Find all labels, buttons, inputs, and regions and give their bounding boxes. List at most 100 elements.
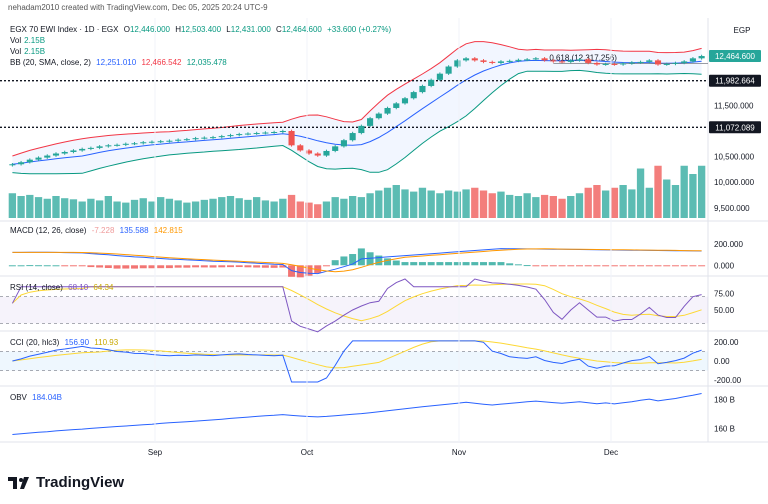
rsi-ma: 64.34 <box>93 283 114 292</box>
macd-hist-bar <box>61 265 69 267</box>
tradingview-logo[interactable]: TradingView <box>8 474 124 491</box>
candle-body <box>148 141 156 143</box>
candle-body <box>558 61 566 63</box>
macd-hist-bar <box>157 265 165 269</box>
cci-band <box>0 351 708 371</box>
volume-bar <box>427 190 435 218</box>
candle-body <box>349 133 356 141</box>
candle-body <box>410 92 417 99</box>
volume-bar <box>418 187 427 218</box>
macd-hist: -7.228 <box>91 226 115 235</box>
candle-body <box>550 60 557 62</box>
macd-hist-bar <box>296 265 304 278</box>
volume-bar <box>549 196 557 218</box>
volume-bar <box>671 185 680 218</box>
macd-hist-bar <box>174 265 182 268</box>
candle-body <box>480 60 487 62</box>
level-price-tag: 11,982.664 <box>715 77 755 86</box>
volume-bar <box>523 193 531 218</box>
macd-hist-bar <box>218 265 226 268</box>
candle-body <box>506 60 513 62</box>
volume-bar <box>610 187 619 218</box>
macd-hist-bar <box>253 265 261 268</box>
vol-value: 2.15B <box>24 47 46 56</box>
volume-bar <box>174 200 182 218</box>
volume-bar <box>575 193 584 218</box>
macd-hist-bar <box>235 265 243 268</box>
macd-hist-bar <box>558 265 566 267</box>
macd-label: MACD (12, 26, close) <box>10 226 87 235</box>
rsi-label: RSI (14, close) <box>10 283 63 292</box>
candle-body <box>18 162 25 165</box>
macd-hist-bar <box>471 262 479 266</box>
vol-label: Vol <box>10 47 22 56</box>
candle-body <box>340 140 347 147</box>
volume-bar <box>471 187 479 218</box>
price-tick-label: 10,500.000 <box>714 153 755 162</box>
candle-body <box>637 61 644 63</box>
attribution: nehadam2010 created with TradingView.com… <box>8 3 268 12</box>
volume-bar <box>436 193 444 218</box>
macd-hist-bar <box>279 265 287 268</box>
candle-body <box>602 63 609 65</box>
candle-body <box>209 137 217 139</box>
volume-bar <box>497 191 505 218</box>
volume-bar <box>165 198 174 218</box>
candle-body <box>524 59 531 61</box>
candle-body <box>393 103 400 108</box>
candle-body <box>114 144 121 146</box>
macd-tick-label: 200.000 <box>714 240 743 249</box>
high-value: 12,503.400 <box>181 25 222 34</box>
macd-tick-label: 0.000 <box>714 261 735 270</box>
macd-hist-bar <box>244 265 252 268</box>
macd-hist-bar <box>96 265 104 268</box>
macd-hist-bar <box>8 265 16 267</box>
macd-hist-bar <box>69 265 77 267</box>
volume-bar <box>287 194 296 218</box>
bb-label: BB (20, SMA, close, 2) <box>10 58 91 67</box>
macd-hist-bar <box>602 265 610 267</box>
volume-bar <box>61 198 69 218</box>
price-tick-label: 9,500.000 <box>714 204 750 213</box>
macd-hist-bar <box>680 265 688 267</box>
macd-hist-bar <box>131 265 139 269</box>
volume-bar <box>148 201 156 218</box>
candle-body <box>436 73 443 80</box>
volume-bar <box>331 197 339 218</box>
macd-hist-bar <box>401 262 409 266</box>
volume-bar <box>113 201 121 218</box>
volume-bar <box>200 199 208 218</box>
macd-legend: MACD (12, 26, close) -7.228 135.588 142.… <box>10 226 186 235</box>
macd-line <box>12 248 702 275</box>
volume-bar <box>191 201 200 218</box>
candle-body <box>253 133 260 135</box>
level-price-tag-bg <box>709 121 761 134</box>
candle-body <box>70 150 77 152</box>
candle-body <box>497 61 505 63</box>
macd-value: 135.588 <box>119 226 149 235</box>
candle-body <box>140 142 147 144</box>
macd-hist-bar <box>35 265 43 267</box>
rsi-legend: RSI (14, close) 68.10 64.34 <box>10 283 116 292</box>
macd-hist-bar <box>445 262 453 266</box>
time-tick-label: Sep <box>148 448 163 457</box>
candle-body <box>585 59 592 63</box>
fib-label: 0.618 (12,317.256) <box>549 54 617 63</box>
macd-hist-bar <box>497 262 505 266</box>
macd-hist-bar <box>418 262 426 266</box>
chart-svg[interactable]: 0.618 (12,317.256) 11,500.000 10,500.000 10… <box>0 18 768 466</box>
volume-bar <box>52 196 60 218</box>
volume-bar <box>357 197 366 218</box>
macd-hist-bar <box>689 265 697 267</box>
volume-bar <box>375 190 383 218</box>
high-label: H <box>175 25 182 34</box>
volume-bar <box>645 187 653 218</box>
volume-bar <box>348 196 357 218</box>
volume-bar <box>663 179 671 218</box>
macd-hist-bar <box>619 265 627 267</box>
macd-hist-bar <box>514 264 522 266</box>
chart-area[interactable]: 0.618 (12,317.256) 11,500.000 10,500.000 10… <box>0 18 768 466</box>
macd-hist-bar <box>192 265 200 268</box>
candle-body <box>567 60 574 62</box>
volume-bar <box>584 187 592 218</box>
